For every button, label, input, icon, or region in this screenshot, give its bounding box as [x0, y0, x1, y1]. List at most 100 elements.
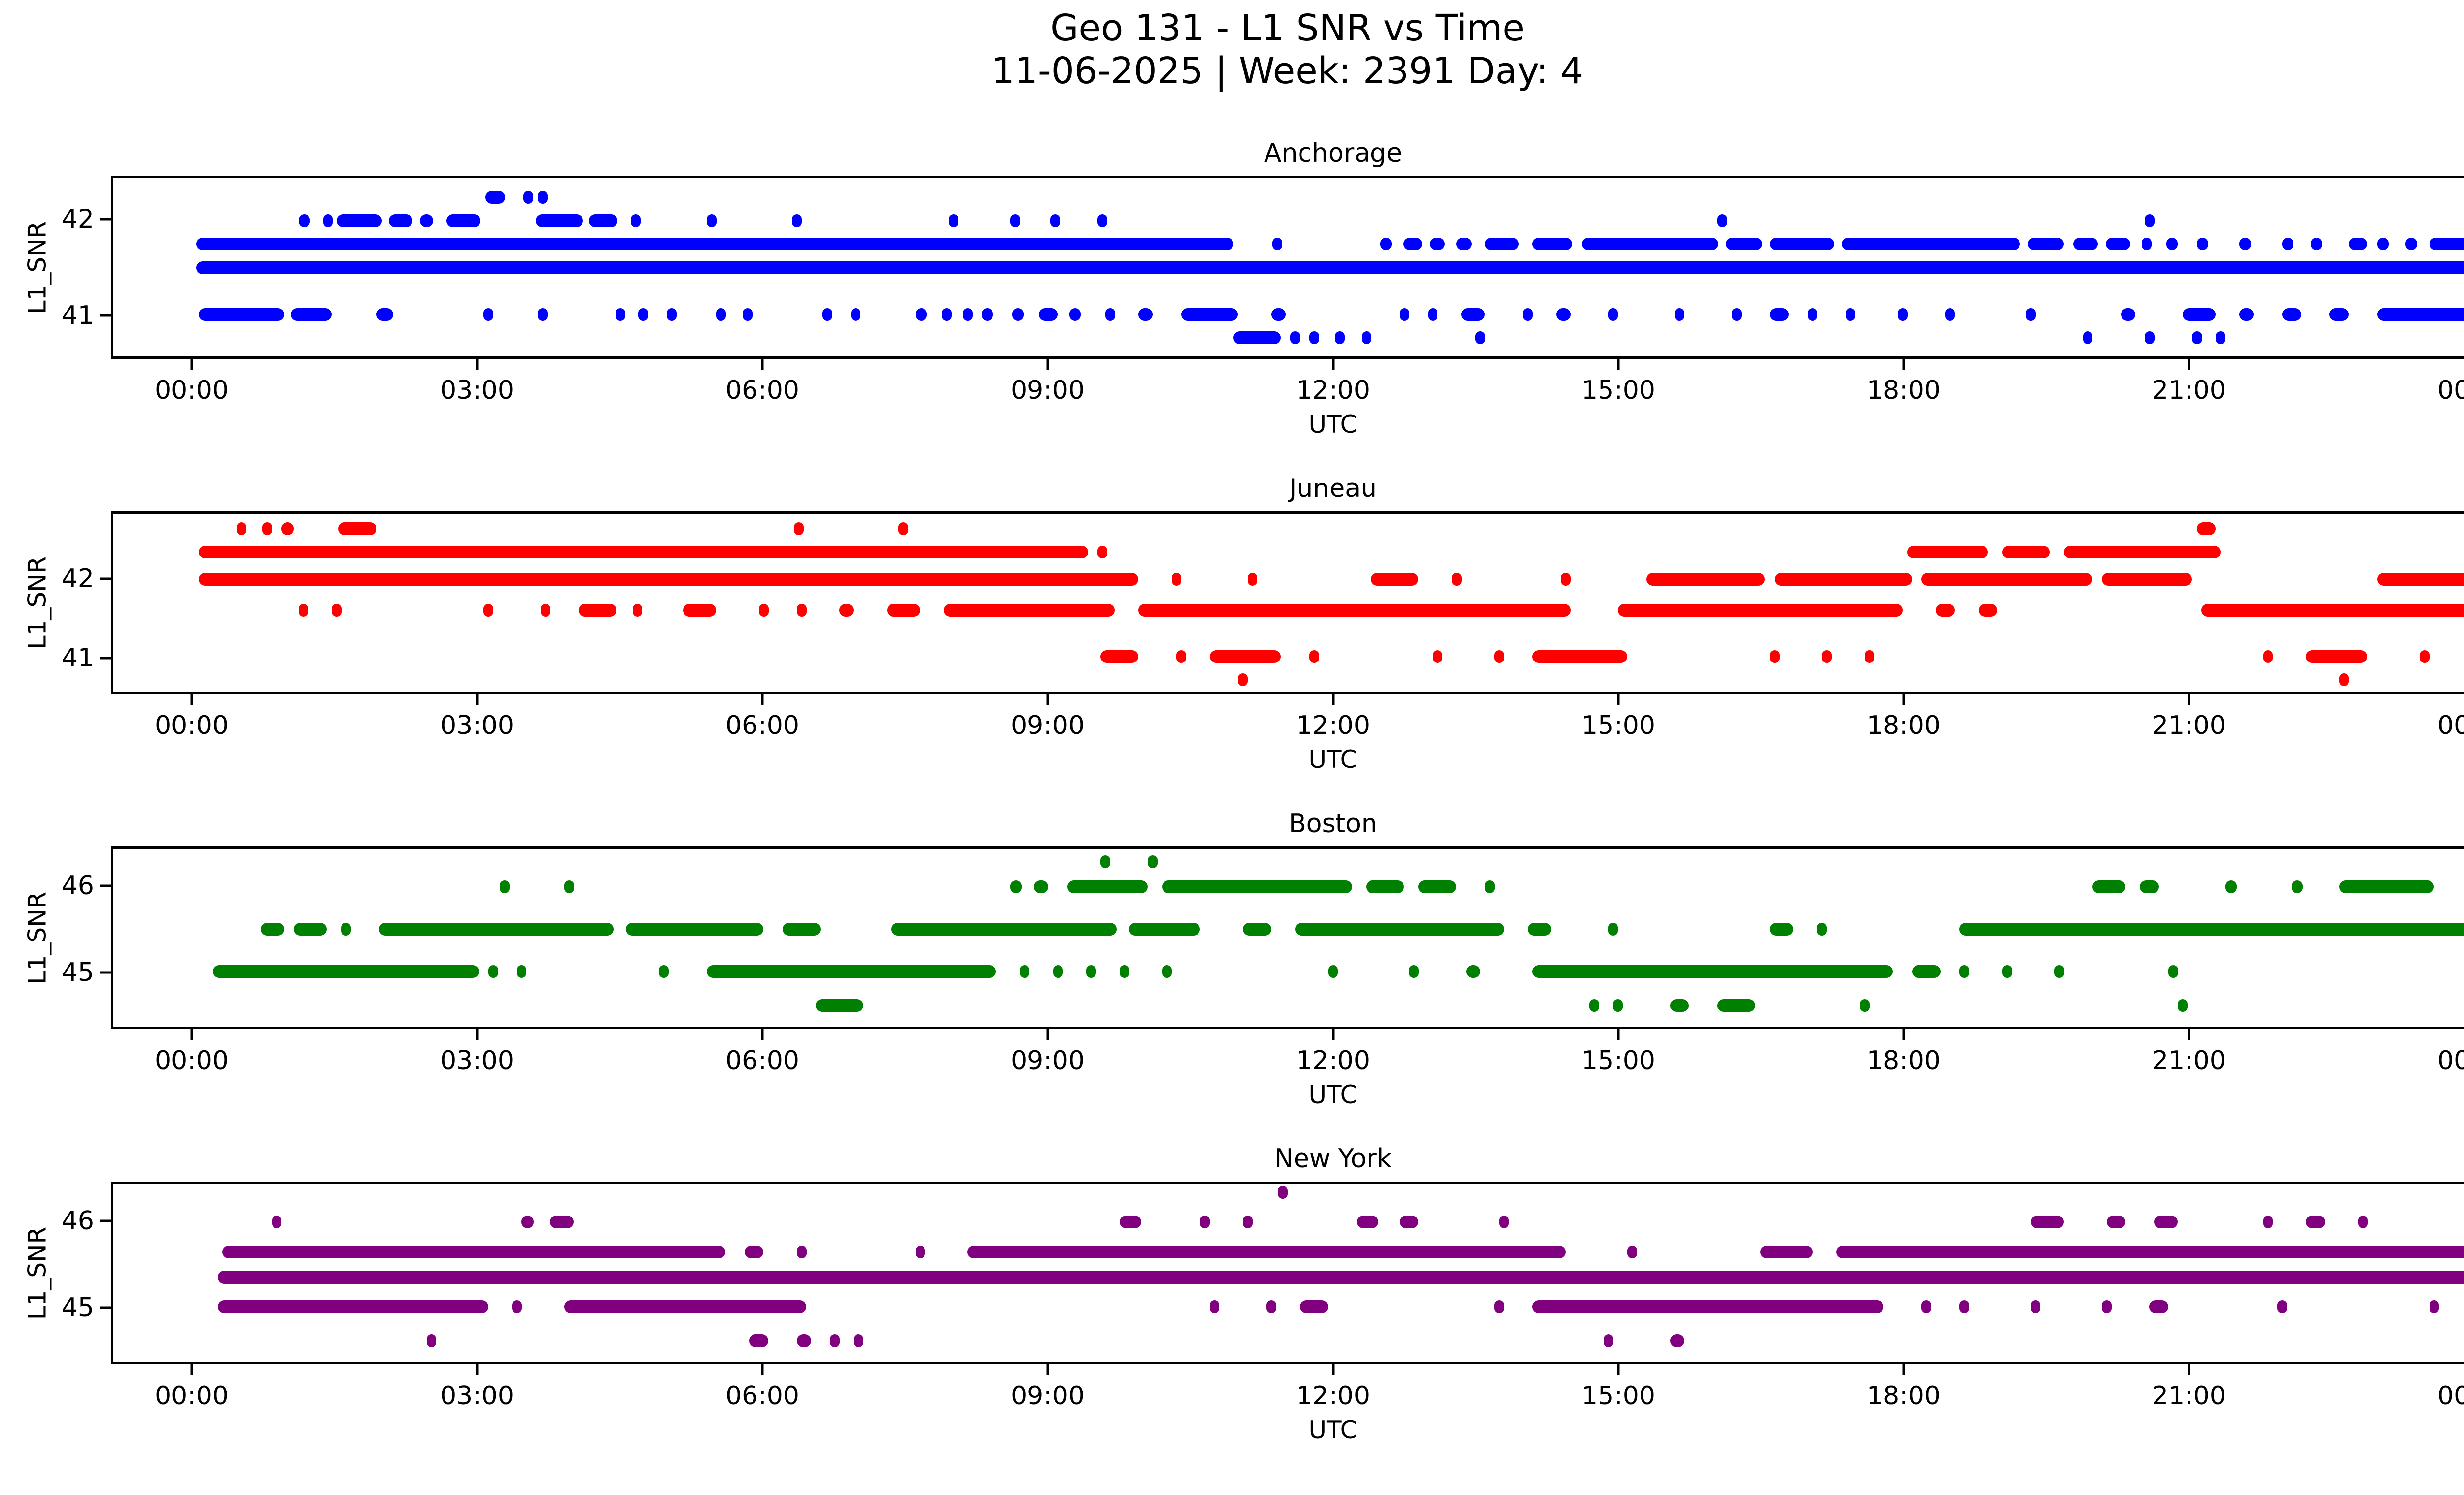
data-point-run: [1959, 923, 2464, 936]
data-point-run: [2263, 1216, 2273, 1229]
data-point-run: [516, 965, 527, 978]
figure-title: Geo 131 - L1 SNR vs Time 11-06-2025 | We…: [0, 7, 2464, 93]
data-point-run: [2263, 650, 2273, 663]
data-point-run: [1532, 238, 1573, 250]
data-point-run: [2002, 546, 2050, 559]
y-tick-mark: [100, 971, 111, 974]
data-point-run: [341, 923, 351, 936]
data-point-run: [1717, 999, 1756, 1012]
data-point-run: [1589, 999, 1599, 1012]
data-point-run: [1209, 1300, 1220, 1314]
data-point-run: [199, 573, 1139, 586]
data-point-run: [564, 1300, 807, 1314]
data-point-run: [891, 923, 1117, 936]
data-point-run: [1380, 238, 1392, 250]
data-point-run: [2073, 238, 2098, 250]
data-point-run: [1523, 308, 1533, 321]
x-tick-mark: [190, 359, 193, 370]
data-point-run: [2277, 1300, 2288, 1314]
data-point-run: [744, 1245, 764, 1258]
x-tick-label: 15:00: [1581, 1381, 1655, 1411]
x-tick-label: 00:00: [155, 376, 229, 405]
data-point-run: [1309, 650, 1319, 663]
data-point-run: [2144, 214, 2155, 227]
x-tick-label: 12:00: [1296, 1381, 1370, 1411]
x-tick-mark: [190, 694, 193, 705]
data-point-run: [262, 522, 273, 536]
data-point-run: [1485, 238, 1519, 250]
data-point-run: [666, 308, 677, 321]
data-point-run: [1278, 1186, 1288, 1199]
data-point-run: [521, 1216, 534, 1229]
data-point-run: [1808, 308, 1817, 321]
data-point-run: [1010, 214, 1020, 227]
data-point-run: [749, 1334, 768, 1348]
data-point-run: [782, 923, 821, 936]
data-point-run: [793, 522, 804, 536]
x-axis-label: UTC: [1308, 745, 1358, 774]
data-point-run: [2154, 1216, 2178, 1229]
data-point-run: [523, 191, 533, 204]
subplot-title: Anchorage: [1264, 139, 1403, 168]
data-point-run: [2142, 238, 2152, 250]
data-point-run: [1418, 880, 1457, 894]
data-point-run: [1403, 238, 1423, 250]
x-tick-mark: [761, 1029, 764, 1040]
data-point-run: [1494, 650, 1505, 663]
data-point-run: [2144, 331, 2155, 344]
x-tick-label: 21:00: [2152, 1046, 2226, 1076]
data-point-run: [1020, 965, 1030, 978]
data-point-run: [1233, 331, 1281, 344]
data-point-run: [1271, 308, 1286, 321]
x-tick-label: 12:00: [1296, 376, 1370, 405]
data-point-run: [942, 308, 952, 321]
data-point-run: [2102, 573, 2192, 586]
y-tick-mark: [100, 1219, 111, 1222]
y-tick-mark: [100, 577, 111, 580]
y-tick-label: 46: [61, 870, 94, 901]
data-point-run: [1494, 1300, 1505, 1314]
data-point-run: [549, 1216, 574, 1229]
data-point-run: [499, 880, 510, 894]
data-point-run: [338, 522, 376, 536]
data-point-run: [830, 1334, 840, 1348]
data-point-run: [388, 214, 412, 227]
data-point-run: [1176, 650, 1186, 663]
data-point-run: [1769, 650, 1780, 663]
data-point-run: [1726, 238, 1762, 250]
data-point-run: [1760, 1245, 1813, 1258]
data-point-run: [2339, 880, 2434, 894]
data-point-run: [851, 308, 861, 321]
x-tick-label: 12:00: [1296, 1046, 1370, 1076]
data-point-run: [796, 604, 807, 617]
data-point-run: [638, 308, 648, 321]
data-point-run: [1086, 965, 1096, 978]
data-point-run: [1769, 238, 1834, 250]
data-point-run: [915, 1245, 925, 1258]
subplot-title: Juneau: [1289, 474, 1377, 503]
data-point-run: [1012, 308, 1024, 321]
data-point-run: [1859, 999, 1870, 1012]
data-point-run: [2216, 331, 2226, 344]
data-point-run: [1290, 331, 1300, 344]
data-point-run: [2064, 546, 2221, 559]
data-point-run: [1451, 573, 1462, 586]
x-tick-label: 18:00: [1867, 711, 1941, 740]
y-tick-label: 45: [61, 958, 94, 988]
data-point-run: [537, 308, 548, 321]
data-point-run: [1138, 604, 1571, 617]
data-point-run: [1846, 308, 1855, 321]
data-point-run: [1171, 573, 1182, 586]
data-point-run: [2121, 308, 2135, 321]
data-point-run: [1774, 573, 1912, 586]
data-point-run: [1038, 308, 1058, 321]
data-point-run: [630, 214, 641, 227]
data-point-run: [1300, 1300, 1329, 1314]
data-point-run: [1119, 1216, 1141, 1229]
data-point-run: [1200, 1216, 1210, 1229]
x-tick-label: 03:00: [440, 376, 514, 405]
data-point-run: [1209, 650, 1281, 663]
data-point-run: [1328, 965, 1338, 978]
x-tick-mark: [1617, 359, 1620, 370]
data-point-run: [1499, 1216, 1509, 1229]
